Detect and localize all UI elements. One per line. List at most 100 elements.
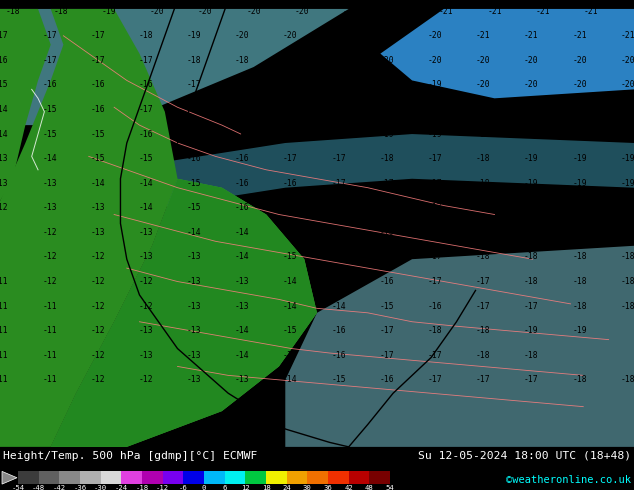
Text: 6: 6 <box>223 485 227 490</box>
Text: -17: -17 <box>427 277 443 286</box>
Text: 0: 0 <box>202 485 206 490</box>
Text: -15: -15 <box>379 302 394 311</box>
Text: -20: -20 <box>572 105 587 114</box>
Text: -18: -18 <box>476 179 491 188</box>
Text: -19: -19 <box>620 203 634 212</box>
Bar <box>39 471 60 484</box>
Text: -20: -20 <box>427 31 443 40</box>
Polygon shape <box>0 134 634 246</box>
Text: -21: -21 <box>476 31 491 40</box>
Text: -15: -15 <box>90 129 105 139</box>
Text: -18: -18 <box>572 252 587 262</box>
Text: -19: -19 <box>524 129 539 139</box>
Text: -16: -16 <box>283 179 298 188</box>
Text: -21: -21 <box>487 7 502 16</box>
Text: -20: -20 <box>620 80 634 89</box>
Text: -14: -14 <box>0 105 9 114</box>
Text: -18: -18 <box>524 351 539 360</box>
Text: -36: -36 <box>74 485 87 490</box>
Text: -14: -14 <box>186 228 202 237</box>
Text: -16: -16 <box>379 252 394 262</box>
Text: -18: -18 <box>283 129 298 139</box>
Text: -19: -19 <box>572 129 587 139</box>
Text: -13: -13 <box>138 252 153 262</box>
Text: -20: -20 <box>524 80 539 89</box>
Text: -15: -15 <box>283 326 298 335</box>
Text: -20: -20 <box>294 7 309 16</box>
Text: -17: -17 <box>235 129 250 139</box>
Text: -20: -20 <box>150 7 165 16</box>
Text: -17: -17 <box>476 302 491 311</box>
Text: -13: -13 <box>138 228 153 237</box>
Text: -20: -20 <box>524 56 539 65</box>
Text: -18: -18 <box>524 203 539 212</box>
Text: -30: -30 <box>94 485 107 490</box>
Text: -16: -16 <box>90 80 105 89</box>
Text: -14: -14 <box>283 302 298 311</box>
Text: -15: -15 <box>0 80 9 89</box>
Text: -18: -18 <box>620 375 634 384</box>
Text: -18: -18 <box>524 277 539 286</box>
Text: -17: -17 <box>379 351 394 360</box>
Polygon shape <box>0 9 349 125</box>
Text: -19: -19 <box>620 129 634 139</box>
Text: -17: -17 <box>0 31 9 40</box>
Text: -19: -19 <box>572 203 587 212</box>
Text: -11: -11 <box>0 326 9 335</box>
Text: -18: -18 <box>235 56 250 65</box>
Text: -20: -20 <box>427 56 443 65</box>
Text: 24: 24 <box>282 485 291 490</box>
Text: -14: -14 <box>235 228 250 237</box>
Text: -18: -18 <box>5 7 20 16</box>
Text: ©weatheronline.co.uk: ©weatheronline.co.uk <box>506 475 631 485</box>
Text: -18: -18 <box>331 129 346 139</box>
Text: -12: -12 <box>138 277 153 286</box>
Text: -17: -17 <box>186 80 202 89</box>
Text: -16: -16 <box>331 326 346 335</box>
Text: -17: -17 <box>427 252 443 262</box>
Text: -18: -18 <box>476 351 491 360</box>
Text: -13: -13 <box>0 154 9 163</box>
Text: -17: -17 <box>331 203 346 212</box>
Text: -18: -18 <box>283 80 298 89</box>
Text: -18: -18 <box>331 105 346 114</box>
Text: -13: -13 <box>186 277 202 286</box>
Polygon shape <box>2 471 17 484</box>
Text: Su 12-05-2024 18:00 UTC (18+48): Su 12-05-2024 18:00 UTC (18+48) <box>418 451 631 461</box>
Text: -16: -16 <box>379 277 394 286</box>
Text: -19: -19 <box>379 80 394 89</box>
Text: -12: -12 <box>156 485 169 490</box>
Text: -54: -54 <box>11 485 25 490</box>
Text: -20: -20 <box>331 31 346 40</box>
Bar <box>204 471 224 484</box>
Text: -17: -17 <box>90 56 105 65</box>
Text: -13: -13 <box>90 203 105 212</box>
Text: -16: -16 <box>283 203 298 212</box>
Text: -11: -11 <box>42 375 57 384</box>
Text: -17: -17 <box>524 302 539 311</box>
Text: -12: -12 <box>138 375 153 384</box>
Text: -14: -14 <box>235 351 250 360</box>
Text: -17: -17 <box>379 326 394 335</box>
Text: -17: -17 <box>186 129 202 139</box>
Text: -19: -19 <box>524 326 539 335</box>
Text: -19: -19 <box>186 31 202 40</box>
Text: -12: -12 <box>90 277 105 286</box>
Text: -13: -13 <box>235 375 250 384</box>
Text: -19: -19 <box>524 154 539 163</box>
Bar <box>101 471 121 484</box>
Text: -17: -17 <box>42 31 57 40</box>
Text: -16: -16 <box>235 203 250 212</box>
Text: -6: -6 <box>179 485 188 490</box>
Text: -19: -19 <box>620 154 634 163</box>
Bar <box>142 471 163 484</box>
Text: -16: -16 <box>379 375 394 384</box>
Text: -12: -12 <box>90 302 105 311</box>
Text: -12: -12 <box>90 326 105 335</box>
Text: -11: -11 <box>0 302 9 311</box>
Text: -19: -19 <box>524 179 539 188</box>
Text: -13: -13 <box>90 228 105 237</box>
Text: -15: -15 <box>331 375 346 384</box>
Text: -21: -21 <box>572 31 587 40</box>
Text: -18: -18 <box>620 302 634 311</box>
